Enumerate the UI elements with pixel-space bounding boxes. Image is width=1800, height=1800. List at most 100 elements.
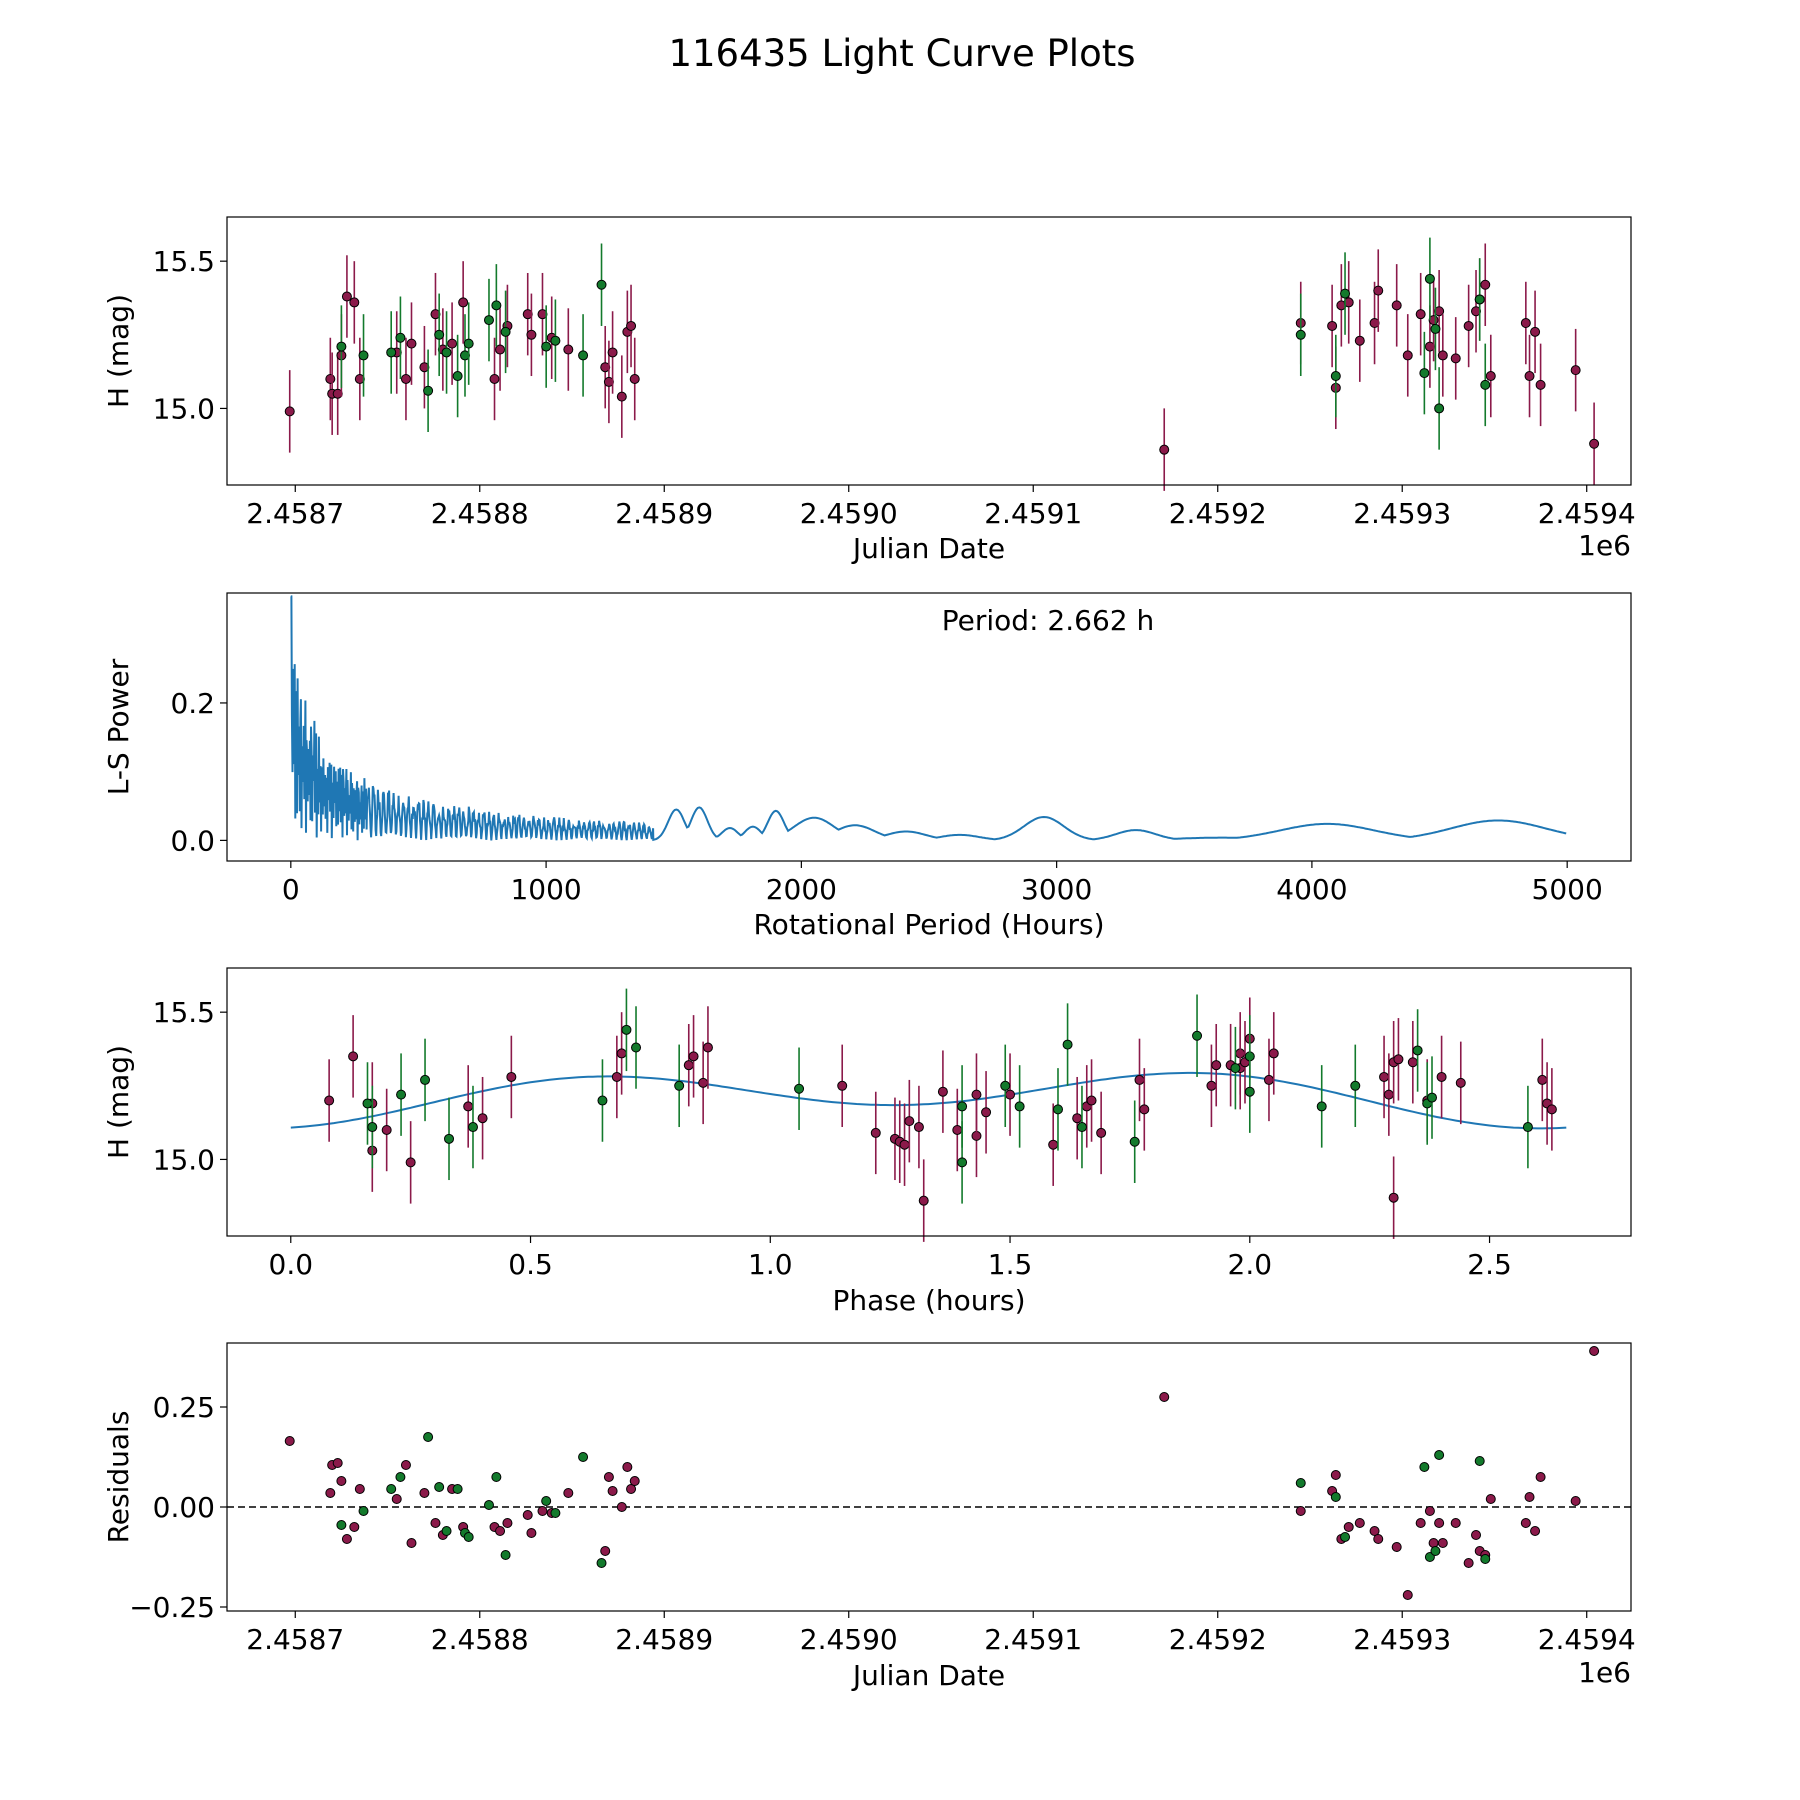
green-data-point — [578, 1452, 589, 1462]
x-tick-label: 2.4593 — [1353, 497, 1451, 530]
green-data-point — [1192, 1030, 1203, 1041]
red-data-point — [1005, 1089, 1016, 1100]
red-data-point — [1327, 320, 1338, 331]
red-data-point — [918, 1195, 929, 1206]
red-data-point — [1369, 318, 1380, 329]
green-data-point — [1419, 368, 1430, 379]
green-data-point — [362, 1098, 373, 1109]
green-data-point — [596, 1558, 607, 1568]
green-data-point — [441, 1526, 452, 1536]
red-data-point — [477, 1113, 488, 1124]
phased-lightcurve-panel: 0.0 0.5 1.0 1.5 2.0 2.5 15.0 15.5 Phase (hours) H… — [102, 967, 1632, 1317]
green-data-point — [336, 1520, 347, 1530]
red-data-point — [495, 1526, 506, 1536]
red-data-point — [354, 1484, 365, 1494]
red-data-point — [1373, 285, 1384, 296]
green-data-point — [596, 279, 607, 290]
red-data-point — [1485, 371, 1496, 382]
red-data-point — [1524, 371, 1535, 382]
green-data-point — [550, 335, 561, 346]
red-data-point — [1589, 438, 1600, 449]
red-data-point — [1520, 1518, 1531, 1528]
red-data-point — [1379, 1071, 1390, 1082]
y-tick-label: 15.0 — [153, 392, 215, 425]
red-data-point — [981, 1107, 992, 1118]
red-data-point — [1537, 1074, 1548, 1085]
green-data-point — [463, 1532, 474, 1542]
y-axis-label: L-S Power — [102, 658, 135, 795]
y-tick-label: 0.25 — [153, 1391, 215, 1424]
x-axis-label: Rotational Period (Hours) — [753, 908, 1104, 941]
green-data-point — [1434, 1450, 1445, 1460]
red-data-point — [1415, 309, 1426, 320]
red-data-point — [1139, 1104, 1150, 1115]
x-tick-label: 2.4592 — [1169, 497, 1267, 530]
green-data-point — [1340, 288, 1351, 299]
red-data-point — [400, 1460, 411, 1470]
figure-title: 116435 Light Curve Plots — [668, 32, 1135, 75]
red-data-point — [1211, 1060, 1222, 1071]
green-data-point — [1430, 1546, 1441, 1556]
red-data-point — [325, 373, 336, 384]
red-data-point — [1471, 306, 1482, 317]
red-data-point — [1330, 1470, 1341, 1480]
red-data-point — [1546, 1104, 1557, 1115]
x-tick-label: 1000 — [510, 873, 581, 906]
y-tick-label: 0.2 — [170, 687, 215, 720]
x-tick-label: 2000 — [766, 873, 837, 906]
green-data-point — [1062, 1039, 1073, 1050]
red-data-point — [341, 1534, 352, 1544]
x-tick-label: 2.4589 — [615, 1623, 713, 1656]
axes-frame — [226, 592, 1632, 862]
red-data-point — [1072, 1113, 1083, 1124]
red-data-point — [1407, 1057, 1418, 1068]
red-data-point — [430, 1518, 441, 1528]
red-data-point — [870, 1127, 881, 1138]
x-axis-label: Julian Date — [851, 1659, 1005, 1692]
green-data-point — [1340, 1532, 1351, 1542]
red-data-point — [537, 1506, 548, 1516]
red-data-point — [1424, 341, 1435, 352]
x-axis-label: Phase (hours) — [832, 1284, 1025, 1317]
x-tick-label: 2.4591 — [984, 497, 1082, 530]
red-data-point — [1463, 320, 1474, 331]
x-axis-label: Julian Date — [851, 532, 1005, 565]
red-data-point — [284, 1436, 295, 1446]
red-data-point — [522, 309, 533, 320]
red-data-point — [899, 1139, 910, 1150]
red-data-point — [419, 362, 430, 373]
green-data-point — [452, 371, 463, 382]
red-data-point — [1295, 1506, 1306, 1516]
axes-frame — [226, 216, 1632, 486]
y-tick-label: −0.25 — [129, 1591, 215, 1624]
green-data-point — [395, 332, 406, 343]
green-data-point — [500, 1550, 511, 1560]
green-data-point — [1424, 273, 1435, 284]
periodogram-panel: 0 1000 2000 3000 4000 5000 0.0 0.2 Rotational Pe… — [102, 592, 1632, 941]
red-data-point — [1383, 1089, 1394, 1100]
red-data-point — [616, 1502, 627, 1512]
green-data-point — [463, 338, 474, 349]
y-tick-label: 15.5 — [153, 996, 215, 1029]
green-data-point — [395, 1472, 406, 1482]
red-data-point — [1434, 306, 1445, 317]
red-data-point — [506, 1071, 517, 1082]
red-data-point — [971, 1089, 982, 1100]
green-data-point — [483, 1500, 494, 1510]
x-tick-label: 0.5 — [508, 1248, 553, 1281]
red-data-point — [1159, 1392, 1170, 1402]
green-data-point — [1434, 403, 1445, 414]
green-data-point — [1244, 1086, 1255, 1097]
red-data-point — [463, 1101, 474, 1112]
red-data-point — [1343, 297, 1354, 308]
red-data-point — [563, 344, 574, 355]
green-data-point — [386, 347, 397, 358]
green-data-point — [1014, 1101, 1025, 1112]
red-data-point — [1437, 350, 1448, 361]
red-data-point — [526, 1528, 537, 1538]
red-data-point — [1393, 1054, 1404, 1065]
green-data-point — [674, 1080, 685, 1091]
y-axis-label: H (mag) — [102, 1045, 135, 1159]
red-data-point — [1048, 1139, 1059, 1150]
green-data-point — [957, 1157, 968, 1168]
